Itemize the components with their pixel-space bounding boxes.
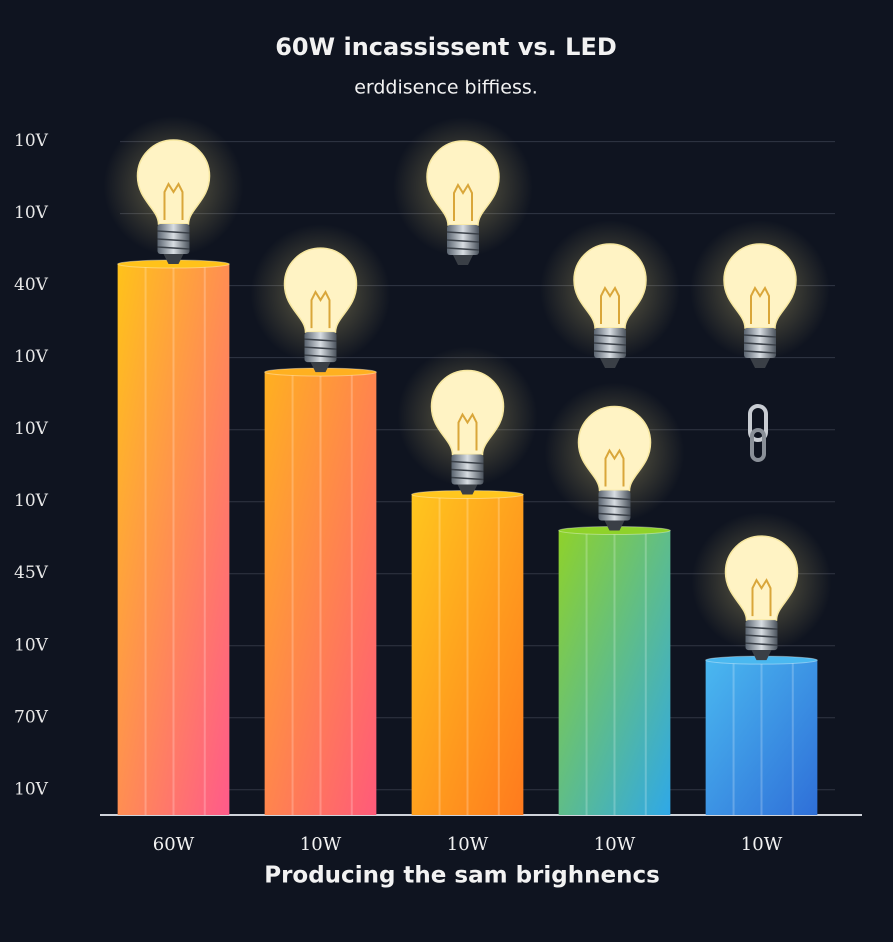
- bulb-icon: [397, 346, 538, 495]
- bulb-glass: [430, 369, 505, 456]
- bulb-thread: [304, 338, 337, 342]
- bulb-filament: [163, 181, 184, 221]
- x-tick-label: 10W: [300, 834, 342, 855]
- bulb-thread: [745, 634, 778, 638]
- bulb-thread: [157, 238, 190, 242]
- y-tick-label: 10V: [14, 347, 49, 367]
- bulb-glass: [426, 140, 500, 226]
- bulb-thread: [593, 334, 627, 338]
- bulb-icon: [393, 117, 533, 265]
- bulb-thread: [451, 476, 484, 481]
- bulb-thread: [451, 468, 484, 473]
- x-tick-label: 10W: [447, 834, 489, 855]
- bulb-thread: [598, 496, 631, 501]
- y-tick-label: 45V: [14, 563, 49, 583]
- bulb-icon: [540, 220, 680, 368]
- y-tick-label: 10V: [14, 419, 49, 439]
- y-tick-label: 10V: [14, 491, 49, 511]
- x-tick-label: 60W: [153, 834, 195, 855]
- bulb-filament: [310, 290, 331, 329]
- bulb-tip: [163, 254, 184, 265]
- bulb-thread: [598, 512, 631, 517]
- x-tick-label: 10W: [594, 834, 636, 855]
- bulb-thread: [598, 504, 631, 509]
- bulb-thread: [446, 247, 480, 251]
- bulb-tip: [750, 358, 770, 368]
- bulb-icon: [103, 116, 244, 265]
- bulb-filament: [600, 285, 620, 324]
- y-tick-label: 10V: [14, 779, 49, 799]
- bar: [264, 372, 377, 815]
- bulb-thread: [593, 350, 627, 354]
- bulb-thread: [743, 334, 777, 338]
- y-tick-label: 70V: [14, 707, 49, 727]
- bulb-thread: [745, 642, 778, 646]
- bulb-glass: [283, 247, 358, 333]
- bulb-tip: [310, 362, 331, 373]
- bulb-glass: [577, 405, 652, 492]
- bulb-tip: [457, 484, 478, 495]
- bulb-tip: [751, 650, 772, 661]
- bulb-icon: [690, 220, 830, 368]
- bulb-filament: [604, 448, 625, 487]
- bulb-thread: [157, 246, 190, 250]
- bulb-icon: [691, 512, 832, 661]
- bulb-tip: [604, 520, 625, 531]
- bulb-thread: [304, 346, 337, 350]
- bulb-thread: [451, 460, 484, 465]
- bulb-filament: [750, 285, 770, 324]
- bulb-thread: [446, 239, 480, 243]
- bulb-filament: [751, 578, 772, 617]
- bulb-thread: [743, 350, 777, 354]
- bulb-thread: [157, 230, 190, 234]
- bulb-glass: [573, 243, 647, 329]
- bulb-thread: [446, 231, 480, 235]
- chart-subtitle: erddisence biffiess.: [354, 77, 538, 99]
- bulb-icon: [250, 224, 391, 373]
- bar: [411, 494, 524, 815]
- y-tick-label: 40V: [14, 275, 49, 295]
- bar: [117, 264, 230, 815]
- y-tick-label: 10V: [14, 635, 49, 655]
- x-axis-label: Producing the sam brighnencs: [264, 863, 660, 889]
- bulb-thread: [304, 354, 337, 358]
- chain-link: [748, 404, 768, 442]
- y-tick-label: 10V: [14, 131, 49, 151]
- y-tick-label: 10V: [14, 203, 49, 223]
- bulb-thread: [745, 626, 778, 630]
- bulb-tip: [453, 255, 473, 265]
- bulb-glass: [136, 139, 211, 225]
- bulb-thread: [743, 342, 777, 346]
- chain-icon: [748, 404, 768, 462]
- bar: [705, 660, 818, 815]
- bulb-filament: [457, 412, 478, 451]
- bulb-filament: [453, 182, 473, 221]
- bulb-glass: [724, 535, 799, 621]
- bulb-icon: [544, 382, 685, 531]
- bulb-tip: [600, 358, 620, 368]
- bulb-thread: [593, 342, 627, 346]
- x-tick-label: 10W: [741, 834, 783, 855]
- chart-title: 60W incassissent vs. LED: [275, 33, 617, 61]
- bar: [558, 530, 671, 815]
- bulb-glass: [723, 243, 797, 329]
- chain-link: [750, 428, 766, 462]
